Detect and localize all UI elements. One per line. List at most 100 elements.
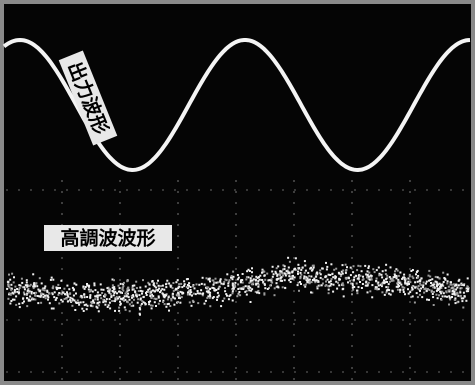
noise-dot — [60, 280, 62, 282]
noise-dot — [102, 301, 104, 303]
noise-dot — [336, 288, 338, 290]
noise-dot — [113, 286, 115, 288]
noise-dot — [293, 269, 295, 271]
noise-dot — [113, 279, 115, 281]
noise-dot — [57, 294, 59, 296]
noise-dot — [428, 299, 430, 301]
noise-dot — [338, 272, 340, 274]
noise-dot — [292, 278, 294, 280]
noise-dot — [453, 283, 455, 285]
noise-dot — [109, 302, 111, 304]
noise-dot — [126, 291, 128, 293]
noise-dot — [232, 292, 234, 294]
noise-dot — [398, 275, 400, 277]
noise-dot — [226, 279, 228, 281]
noise-dot — [134, 290, 136, 292]
noise-dot — [180, 283, 182, 285]
noise-dot — [18, 284, 20, 286]
noise-dot — [262, 281, 264, 283]
noise-dot — [461, 300, 463, 302]
noise-dot — [52, 287, 54, 289]
noise-dot — [399, 291, 401, 293]
noise-dot — [78, 304, 80, 306]
noise-dot — [437, 297, 439, 299]
noise-dot — [290, 281, 292, 283]
noise-dot — [327, 285, 329, 287]
noise-dot — [132, 294, 134, 296]
noise-dot — [439, 278, 441, 280]
noise-dot — [212, 297, 214, 299]
noise-dot — [345, 277, 347, 279]
noise-dot — [214, 290, 216, 292]
noise-dot — [189, 291, 191, 293]
noise-dot — [113, 292, 115, 294]
noise-dot — [275, 271, 277, 273]
noise-dot — [204, 284, 206, 286]
noise-dot — [457, 301, 459, 303]
noise-dot — [78, 302, 80, 304]
noise-dot — [181, 296, 183, 298]
noise-dot — [52, 285, 54, 287]
noise-dot — [174, 298, 176, 300]
noise-dot — [250, 301, 252, 303]
noise-dot — [16, 291, 18, 293]
noise-dot — [106, 298, 108, 300]
noise-dot — [27, 285, 29, 287]
noise-dot — [431, 290, 433, 292]
noise-dot — [55, 287, 57, 289]
noise-dot — [299, 277, 301, 279]
noise-dot — [139, 287, 141, 289]
noise-dot — [307, 272, 309, 274]
noise-dot — [454, 299, 456, 301]
noise-dot — [388, 293, 390, 295]
noise-dot — [423, 292, 425, 294]
noise-dot — [449, 298, 451, 300]
noise-dot — [448, 304, 450, 306]
noise-dot — [342, 273, 344, 275]
noise-dot — [412, 295, 414, 297]
noise-dot — [391, 278, 393, 280]
noise-dot — [402, 289, 404, 291]
noise-dot — [442, 272, 444, 274]
noise-dot — [393, 276, 395, 278]
noise-dot — [298, 267, 300, 269]
noise-dot — [267, 288, 269, 290]
noise-dot — [190, 289, 192, 291]
noise-dot — [456, 292, 458, 294]
noise-dot — [57, 284, 59, 286]
noise-dot — [385, 278, 387, 280]
noise-dot — [124, 306, 126, 308]
noise-dot — [101, 292, 103, 294]
noise-dot — [112, 284, 114, 286]
noise-dot — [138, 294, 140, 296]
noise-dot — [189, 301, 191, 303]
noise-dot — [436, 285, 438, 287]
noise-dot — [357, 265, 359, 267]
noise-dot — [432, 284, 434, 286]
noise-dot — [437, 288, 439, 290]
noise-dot — [127, 301, 129, 303]
noise-dot — [435, 276, 437, 278]
noise-dot — [9, 303, 11, 305]
noise-dot — [225, 293, 227, 295]
noise-dot — [467, 277, 469, 279]
noise-dot — [325, 281, 327, 283]
noise-dot — [328, 289, 330, 291]
noise-dot — [9, 287, 11, 289]
noise-dot — [14, 289, 16, 291]
noise-dot — [13, 281, 15, 283]
noise-dot — [361, 270, 363, 272]
oscilloscope-screen: 出力波形 高調波波形 — [0, 0, 475, 385]
noise-dot — [437, 276, 439, 278]
noise-dot — [76, 302, 78, 304]
noise-dot — [446, 282, 448, 284]
noise-dot — [183, 285, 185, 287]
noise-dot — [68, 288, 70, 290]
noise-dot — [93, 282, 95, 284]
noise-dot — [89, 294, 91, 296]
noise-dot — [52, 293, 54, 295]
noise-dot — [386, 281, 388, 283]
noise-dot — [445, 287, 447, 289]
noise-dot — [297, 273, 299, 275]
noise-dot — [281, 280, 283, 282]
